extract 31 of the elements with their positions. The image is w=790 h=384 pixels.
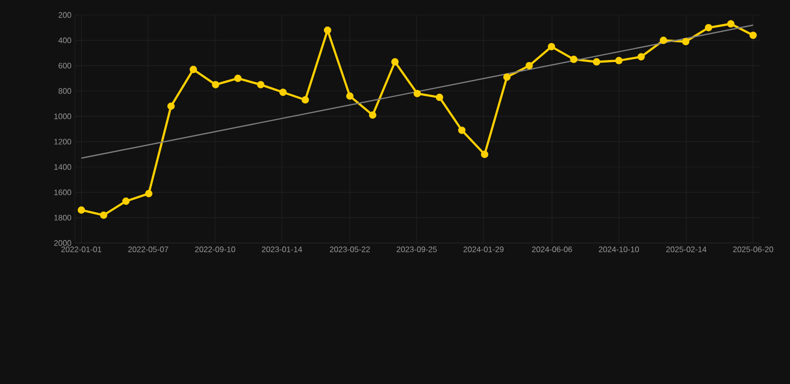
point: [727, 20, 735, 28]
point: [548, 42, 556, 50]
point: [324, 26, 332, 34]
point: [570, 56, 578, 64]
point: [346, 92, 354, 100]
point: [637, 53, 645, 60]
point: [503, 73, 511, 81]
point: [682, 38, 690, 46]
point: [704, 24, 712, 32]
point: [749, 32, 757, 39]
point: [212, 80, 220, 88]
point: [122, 198, 130, 205]
point: [302, 96, 309, 104]
point: [592, 58, 600, 66]
point: [190, 66, 198, 74]
point: [414, 90, 421, 98]
point: [368, 111, 376, 119]
point: [391, 58, 399, 66]
point: [436, 94, 444, 102]
point: [100, 211, 108, 219]
point: [145, 190, 152, 198]
point: [234, 74, 242, 82]
point: [257, 80, 264, 88]
point: [615, 56, 623, 64]
point: [279, 88, 287, 96]
point: [458, 126, 466, 134]
point: [526, 62, 533, 70]
point: [78, 206, 86, 214]
point: [660, 36, 668, 44]
point: [480, 150, 488, 158]
point: [167, 102, 175, 110]
